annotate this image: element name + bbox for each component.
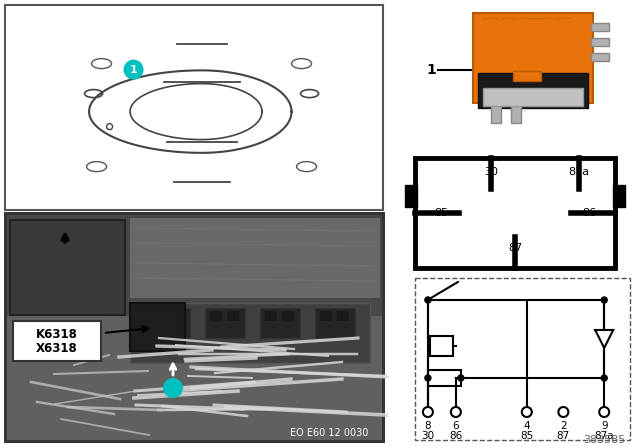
Polygon shape [595, 330, 613, 348]
Text: 1: 1 [169, 383, 177, 393]
Text: 30: 30 [421, 431, 435, 441]
Bar [405, 185, 417, 207]
Text: 85: 85 [434, 208, 448, 218]
Bar [591, 53, 609, 61]
Bar [478, 73, 588, 108]
Bar [483, 88, 583, 106]
Bar [473, 13, 593, 103]
Bar [591, 23, 609, 31]
Text: 4: 4 [524, 421, 530, 431]
Text: 87a: 87a [568, 167, 589, 177]
Text: 86: 86 [582, 208, 596, 218]
Text: 85: 85 [520, 431, 533, 441]
Text: EO E60 12 0030: EO E60 12 0030 [290, 428, 368, 438]
Circle shape [163, 378, 183, 398]
Bar [430, 336, 453, 356]
Circle shape [558, 407, 568, 417]
Text: 1: 1 [426, 63, 436, 77]
Text: 86: 86 [449, 431, 463, 441]
Text: 87: 87 [508, 243, 522, 253]
Bar [5, 213, 383, 441]
Circle shape [599, 407, 609, 417]
Bar [320, 311, 332, 321]
Ellipse shape [45, 259, 75, 294]
Circle shape [423, 407, 433, 417]
Ellipse shape [54, 280, 68, 300]
Bar [415, 278, 630, 440]
Ellipse shape [36, 280, 50, 300]
Text: 383585: 383585 [583, 435, 625, 445]
Bar [5, 213, 383, 441]
Bar [613, 185, 625, 207]
Bar [282, 311, 294, 321]
Text: 2: 2 [560, 421, 566, 431]
Ellipse shape [18, 280, 32, 300]
Text: 87: 87 [557, 431, 570, 441]
Text: 1: 1 [130, 65, 138, 75]
Bar [227, 311, 239, 321]
Bar [591, 38, 609, 46]
Text: K6318: K6318 [36, 327, 78, 340]
Text: 30: 30 [484, 167, 498, 177]
Circle shape [451, 407, 461, 417]
Bar [265, 311, 277, 321]
Bar [130, 303, 370, 363]
Bar [513, 71, 541, 81]
Circle shape [425, 375, 431, 381]
Text: 8: 8 [424, 421, 431, 431]
Bar [418, 5, 633, 150]
Ellipse shape [54, 255, 68, 275]
Bar [5, 315, 383, 441]
Bar [130, 303, 185, 351]
Bar [210, 311, 222, 321]
Bar [13, 321, 101, 361]
Circle shape [601, 297, 607, 303]
Circle shape [124, 60, 143, 80]
Circle shape [601, 375, 607, 381]
Bar [337, 311, 349, 321]
Bar [172, 311, 184, 321]
Bar [130, 218, 380, 298]
Text: 6: 6 [452, 421, 459, 431]
Bar [415, 158, 615, 268]
Ellipse shape [36, 255, 50, 275]
Bar [10, 220, 125, 315]
Bar [315, 308, 355, 338]
Bar [5, 5, 383, 210]
Circle shape [522, 407, 532, 417]
Text: 87a: 87a [595, 431, 614, 441]
Circle shape [425, 297, 431, 303]
Circle shape [458, 375, 464, 381]
Bar [428, 370, 461, 386]
Bar [205, 308, 245, 338]
Bar [260, 308, 300, 338]
Text: X6318: X6318 [36, 343, 78, 356]
Text: 9: 9 [601, 421, 607, 431]
Bar [491, 101, 501, 123]
Ellipse shape [18, 255, 32, 275]
Bar [130, 218, 380, 298]
Bar [5, 213, 383, 315]
Bar [511, 101, 521, 123]
Bar [150, 308, 190, 338]
Bar [155, 311, 167, 321]
Circle shape [426, 297, 430, 302]
